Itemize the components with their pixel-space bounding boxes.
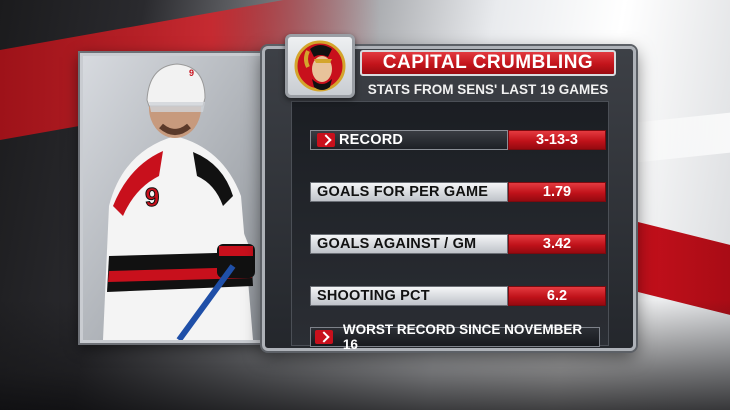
player-photo: 9 9: [80, 53, 270, 343]
stat-row-goals-against: GOALS AGAINST / GM 3.42: [310, 234, 606, 254]
stat-value: 1.79: [508, 182, 606, 202]
team-logo: [285, 34, 355, 98]
stat-label-text: RECORD: [339, 132, 404, 148]
stat-label: GOALS AGAINST / GM: [310, 234, 508, 254]
player-illustration: 9 9: [83, 56, 267, 340]
stat-label: SHOOTING PCT: [310, 286, 508, 306]
senators-logo-icon: [294, 40, 346, 92]
graphic-title: CAPITAL CRUMBLING: [360, 50, 616, 76]
graphic-subtitle: STATS FROM SENS' LAST 19 GAMES: [367, 82, 609, 97]
chevron-right-icon: [315, 330, 333, 344]
stat-row-goals-for: GOALS FOR PER GAME 1.79: [310, 182, 606, 202]
footer-text: WORST RECORD SINCE NOVEMBER 16: [342, 322, 583, 352]
stat-row-record: RECORD 3-13-3: [310, 130, 606, 150]
chevron-right-icon: [317, 133, 335, 147]
stat-label: RECORD: [310, 130, 508, 150]
stat-value: 6.2: [508, 286, 606, 306]
footer-note: WORST RECORD SINCE NOVEMBER 16: [310, 322, 600, 352]
svg-text:9: 9: [189, 68, 194, 78]
stat-value: 3-13-3: [508, 130, 606, 150]
stat-row-shooting-pct: SHOOTING PCT 6.2: [310, 286, 606, 306]
stat-label: GOALS FOR PER GAME: [310, 182, 508, 202]
svg-text:9: 9: [145, 182, 159, 212]
stat-value: 3.42: [508, 234, 606, 254]
